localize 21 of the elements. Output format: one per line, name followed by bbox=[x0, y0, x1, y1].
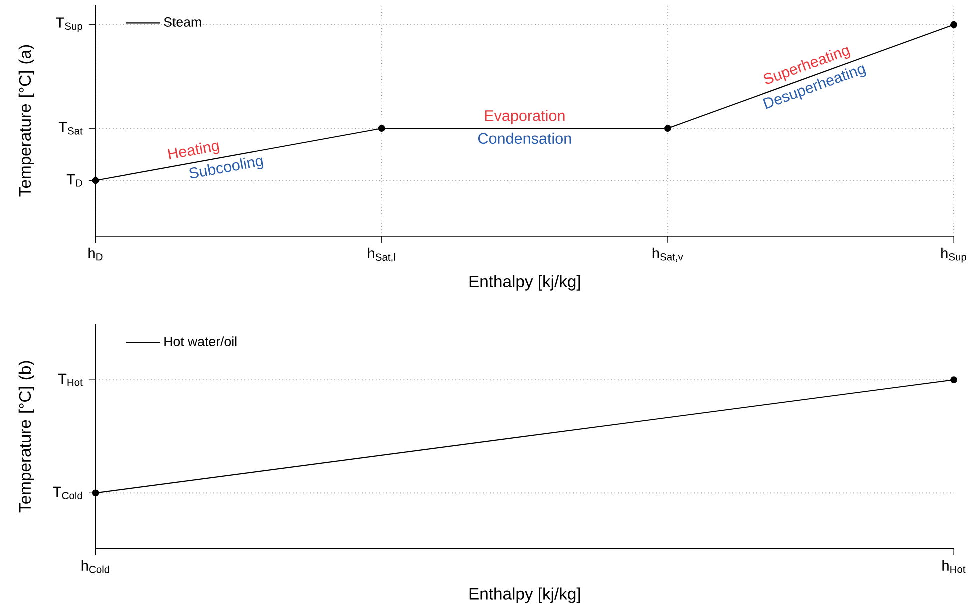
y-axis-title: Temperature [°C] (b) bbox=[18, 361, 34, 513]
x-tick-label: h$_{Sup}$ bbox=[942, 248, 966, 263]
annotation: Evaporation bbox=[485, 110, 565, 124]
x-tick-label: h$_{D}$ bbox=[88, 248, 103, 261]
annotation: Heating bbox=[168, 142, 220, 160]
x-tick-label: h$_{Sat,v}$ bbox=[652, 248, 684, 262]
x-axis-title: Enthalpy [kj/kg] bbox=[470, 588, 580, 604]
x-tick-label: h$_{Cold}$ bbox=[82, 560, 110, 574]
x-tick-label: h$_{Sat,l}$ bbox=[368, 248, 396, 262]
ref-line-label: T$_{Sup}$ bbox=[56, 18, 82, 32]
ref-line-label: T$_{Hot}$ bbox=[58, 374, 83, 386]
y-axis-title: Temperature [°C] (a) bbox=[18, 46, 34, 197]
annotation: Condensation bbox=[478, 132, 572, 144]
ref-line-label: T$_{D}$ bbox=[66, 174, 82, 187]
x-tick-label: h$_{Hot}$ bbox=[942, 560, 966, 574]
text: Hot water/oil bbox=[164, 336, 237, 347]
annotation: Subcooling bbox=[190, 158, 264, 179]
ref-line-label: T$_{Sat}$ bbox=[58, 122, 83, 135]
ref-line-label: T$_{Cold}$ bbox=[53, 487, 82, 500]
text: Steam bbox=[164, 18, 202, 28]
x-axis-title: Enthalpy [kj/kg] bbox=[470, 275, 580, 291]
